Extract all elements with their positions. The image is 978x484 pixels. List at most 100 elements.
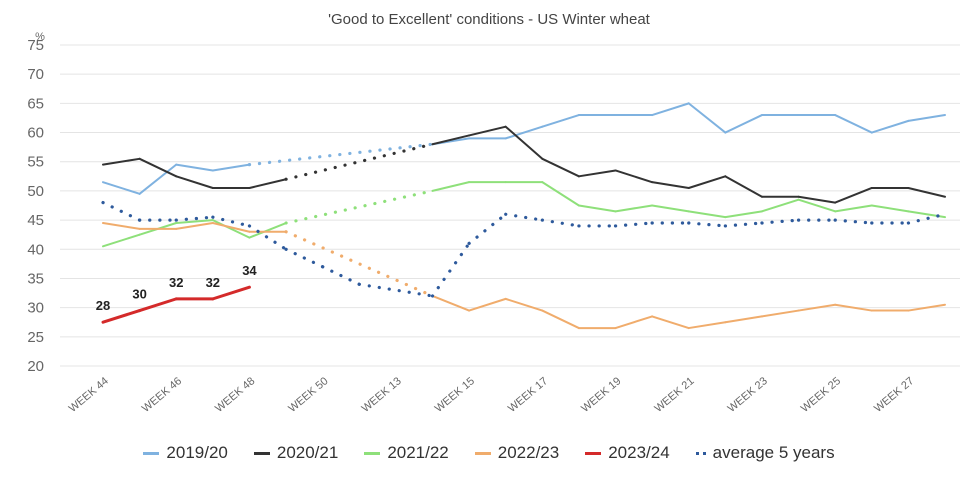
series-line-2019-20 bbox=[541, 114, 580, 128]
legend-label: 2021/22 bbox=[387, 443, 449, 462]
legend-item-2023-24[interactable]: 2023/24 bbox=[585, 443, 670, 463]
y-tick-label: 50 bbox=[27, 183, 44, 200]
y-tick-label: 35 bbox=[27, 270, 44, 287]
legend-item-2019-20[interactable]: 2019/20 bbox=[143, 443, 228, 463]
series-line-average-5-years bbox=[284, 247, 325, 269]
series-line-2022-23 bbox=[102, 222, 141, 230]
series-line-2020-21 bbox=[614, 169, 654, 184]
series-line-average-5-years bbox=[687, 221, 727, 228]
x-tick-label: WEEK 15 bbox=[433, 375, 477, 415]
series-line-2021-22 bbox=[211, 219, 251, 239]
series-line-2022-23 bbox=[211, 222, 251, 233]
series-line-2019-20 bbox=[907, 114, 946, 122]
series-line-2021-22 bbox=[102, 233, 141, 248]
series-line-2020-21 bbox=[651, 181, 690, 189]
legend: 2019/20 2020/21 2021/22 2022/23 2023/24 avera… bbox=[0, 438, 978, 468]
series-line-2022-23 bbox=[724, 315, 763, 324]
series-line-2020-21 bbox=[248, 178, 288, 189]
series-line-2021-22 bbox=[175, 219, 214, 225]
data-label: 28 bbox=[96, 298, 110, 313]
series-line-2019-20 bbox=[870, 119, 910, 134]
series-line-2021-22 bbox=[651, 204, 690, 213]
data-label: 30 bbox=[132, 287, 146, 302]
series-line-2023-24 bbox=[101, 309, 142, 324]
series-line-2021-22 bbox=[431, 181, 471, 192]
series-line-average-5-years bbox=[430, 241, 471, 298]
legend-label: average 5 years bbox=[712, 443, 835, 462]
series-line-average-5-years bbox=[723, 221, 764, 228]
x-axis-ticks: WEEK 44 WEEK 46 WEEK 48 WEEK 50 WEEK 13 WEEK … bbox=[67, 375, 917, 415]
x-tick-label: WEEK 25 bbox=[799, 375, 843, 415]
x-tick-label: WEEK 44 bbox=[67, 375, 111, 415]
series-line-2021-22 bbox=[614, 204, 654, 213]
series-line-2020-21 bbox=[834, 186, 873, 204]
series-line-2019-20 bbox=[247, 142, 435, 167]
y-tick-label: 75 bbox=[27, 37, 44, 54]
series-line-2023-24 bbox=[211, 285, 251, 301]
legend-item-2022-23[interactable]: 2022/23 bbox=[474, 443, 559, 463]
series-line-2020-21 bbox=[724, 175, 763, 198]
series-line-2021-22 bbox=[797, 198, 837, 213]
series-line-2022-23 bbox=[760, 309, 800, 318]
series-line-average-5-years bbox=[101, 200, 142, 222]
legend-label: 2019/20 bbox=[166, 443, 228, 462]
legend-label: 2023/24 bbox=[608, 443, 670, 462]
legend-swatch bbox=[474, 451, 491, 455]
data-labels: 28 30 32 32 34 bbox=[96, 263, 258, 313]
legend-swatch bbox=[695, 451, 706, 455]
series-line-2022-23 bbox=[431, 294, 471, 312]
gridlines bbox=[60, 44, 960, 367]
x-tick-label: WEEK 17 bbox=[506, 375, 550, 415]
series-line-average-5-years bbox=[211, 215, 252, 228]
series-line-2022-23 bbox=[614, 315, 654, 330]
series-line-2021-22 bbox=[248, 222, 288, 239]
legend-swatch bbox=[585, 451, 602, 455]
y-axis-ticks: 20 25 30 35 40 45 50 55 60 65 70 75 bbox=[27, 37, 44, 375]
series-line-average-5-years bbox=[613, 221, 654, 228]
series-line-2021-22 bbox=[724, 210, 763, 219]
legend-swatch bbox=[143, 451, 160, 455]
legend-swatch bbox=[364, 451, 381, 455]
series-line-2020-21 bbox=[138, 157, 178, 178]
series-line-2019-20 bbox=[211, 163, 251, 172]
y-tick-label: 30 bbox=[27, 300, 44, 317]
series-line-average-5-years bbox=[906, 212, 947, 225]
series-line-2022-23 bbox=[907, 303, 946, 312]
series-line-2023-24 bbox=[138, 297, 178, 313]
chart: 'Good to Excellent' conditions - US Wint… bbox=[27, 11, 960, 415]
series-line-2020-21 bbox=[577, 169, 617, 178]
series-line-2019-20 bbox=[175, 163, 214, 172]
y-tick-label: 20 bbox=[27, 358, 44, 375]
x-tick-label: WEEK 13 bbox=[360, 375, 404, 415]
series-line-2021-22 bbox=[541, 181, 580, 207]
series-line-2019-20 bbox=[102, 181, 141, 195]
legend-item-average-5-years[interactable]: average 5 years bbox=[695, 443, 835, 463]
series-line-2021-22 bbox=[284, 189, 435, 225]
x-tick-label: WEEK 50 bbox=[286, 375, 330, 415]
x-tick-label: WEEK 21 bbox=[652, 375, 696, 415]
series-line-2019-20 bbox=[687, 102, 727, 134]
series-line-2022-23 bbox=[284, 230, 435, 298]
series-line-2019-20 bbox=[651, 102, 690, 117]
x-tick-label: WEEK 27 bbox=[872, 375, 916, 415]
series-line-2020-21 bbox=[797, 195, 837, 204]
legend-item-2021-22[interactable]: 2021/22 bbox=[364, 443, 449, 463]
data-label: 32 bbox=[169, 275, 183, 290]
series-line-2020-21 bbox=[504, 125, 544, 160]
series-line-2020-21 bbox=[175, 175, 214, 189]
x-tick-label: WEEK 23 bbox=[726, 375, 770, 415]
chart-title: 'Good to Excellent' conditions - US Wint… bbox=[328, 11, 651, 28]
y-tick-label: 55 bbox=[27, 154, 44, 171]
series-line-2020-21 bbox=[907, 186, 946, 198]
series-line-2021-22 bbox=[577, 204, 617, 213]
y-tick-label: 70 bbox=[27, 66, 44, 83]
series-line-2022-23 bbox=[468, 297, 507, 312]
series-line-average-5-years bbox=[247, 224, 288, 251]
series-line-average-5-years bbox=[504, 212, 544, 222]
series-line-2020-21 bbox=[431, 134, 471, 146]
y-tick-label: 45 bbox=[27, 212, 44, 229]
legend-item-2020-21[interactable]: 2020/21 bbox=[253, 443, 338, 463]
series-line-2019-20 bbox=[834, 114, 873, 134]
series-line-2022-23 bbox=[175, 222, 214, 230]
x-tick-label: WEEK 48 bbox=[213, 375, 257, 415]
